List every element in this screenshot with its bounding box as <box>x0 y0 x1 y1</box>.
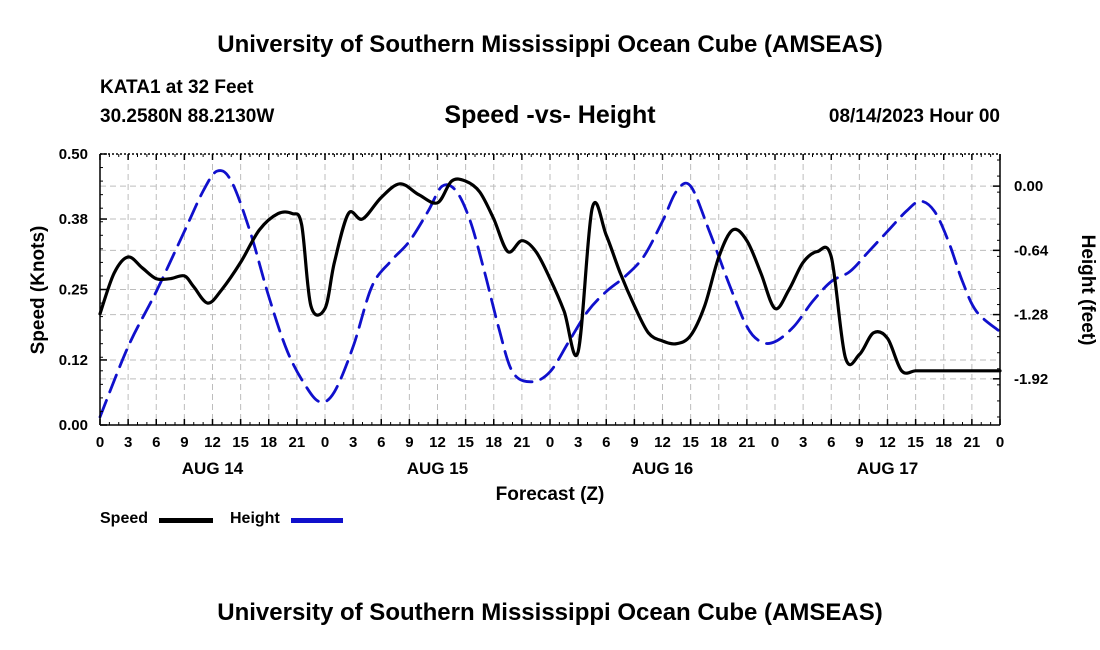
x-tick-label: 12 <box>429 434 446 451</box>
x-tick-label: 15 <box>232 434 249 451</box>
y2-tick-label: -0.64 <box>1014 242 1049 259</box>
x-axis-label: Forecast (Z) <box>496 484 605 505</box>
x-tick-label: 21 <box>964 434 981 451</box>
x-tick-label: 12 <box>654 434 671 451</box>
y-axis-label: Speed (Knots) <box>28 226 49 355</box>
y-tick-label: 0.12 <box>59 352 88 369</box>
x-tick-label: 18 <box>710 434 727 451</box>
series-layer <box>98 169 1002 419</box>
y2-tick-label: -1.92 <box>1014 371 1048 388</box>
station-label: KATA1 at 32 Feet <box>100 77 254 98</box>
legend-height-label: Height <box>230 510 280 527</box>
y-tick-label: 0.50 <box>59 146 88 163</box>
station-coords: 30.2580N 88.2130W <box>100 106 275 127</box>
axes: 0 3 6 9 12 15 18 21 0 3 6 9 12 15 18 21 0 3 6 9 12 15 18 21 0 3 6 9… <box>59 146 1049 478</box>
legend-speed-label: Speed <box>100 510 149 527</box>
date-label: AUG 14 <box>182 459 244 478</box>
x-tick-label: 6 <box>152 434 160 451</box>
x-tick-label: 18 <box>485 434 502 451</box>
date-label: AUG 15 <box>407 459 468 478</box>
date-label: AUG 17 <box>857 459 918 478</box>
x-tick-label: 3 <box>799 434 807 451</box>
x-tick-label: 0 <box>996 434 1004 451</box>
x-tick-label: 0 <box>546 434 554 451</box>
x-tick-label: 6 <box>377 434 385 451</box>
x-tick-label: 9 <box>855 434 863 451</box>
height-series-line <box>98 169 1002 419</box>
x-tick-label: 3 <box>124 434 132 451</box>
x-tick-label: 6 <box>602 434 610 451</box>
y2-tick-label: -1.28 <box>1014 307 1048 324</box>
page-title: University of Southern Mississippi Ocean… <box>217 31 883 58</box>
x-tick-label: 9 <box>405 434 413 451</box>
y-tick-label: 0.00 <box>59 417 88 434</box>
x-tick-label: 6 <box>827 434 835 451</box>
x-tick-label: 12 <box>204 434 221 451</box>
y-tick-label: 0.38 <box>59 211 88 228</box>
speed-series-line <box>98 177 1002 375</box>
x-tick-label: 0 <box>771 434 779 451</box>
x-tick-label: 9 <box>180 434 188 451</box>
x-tick-label: 15 <box>682 434 699 451</box>
x-tick-label: 0 <box>96 434 104 451</box>
x-tick-label: 15 <box>907 434 924 451</box>
forecast-datetime: 08/14/2023 Hour 00 <box>828 106 1000 127</box>
speed-height-chart: 0 3 6 9 12 15 18 21 0 3 6 9 12 15 18 21 0 3 6 9 12 15 18 21 0 3 6 9… <box>28 146 1098 505</box>
x-tick-label: 21 <box>514 434 531 451</box>
y2-axis-label: Height (feet) <box>1077 235 1098 346</box>
x-tick-label: 21 <box>739 434 756 451</box>
legend-height-swatch <box>291 518 343 523</box>
x-tick-label: 18 <box>260 434 277 451</box>
chart-title: Speed -vs- Height <box>444 101 656 129</box>
y2-tick-label: 0.00 <box>1014 178 1043 195</box>
grid-lines <box>100 154 1000 425</box>
x-tick-label: 0 <box>321 434 329 451</box>
date-label: AUG 16 <box>632 459 693 478</box>
x-tick-label: 3 <box>574 434 582 451</box>
y-tick-label: 0.25 <box>59 282 88 299</box>
legend-speed-swatch <box>159 518 213 523</box>
x-tick-label: 18 <box>935 434 952 451</box>
footer-title: University of Southern Mississippi Ocean… <box>217 599 883 626</box>
x-tick-label: 12 <box>879 434 896 451</box>
x-tick-label: 9 <box>630 434 638 451</box>
x-tick-label: 21 <box>289 434 306 451</box>
x-tick-label: 3 <box>349 434 357 451</box>
x-tick-label: 15 <box>457 434 474 451</box>
